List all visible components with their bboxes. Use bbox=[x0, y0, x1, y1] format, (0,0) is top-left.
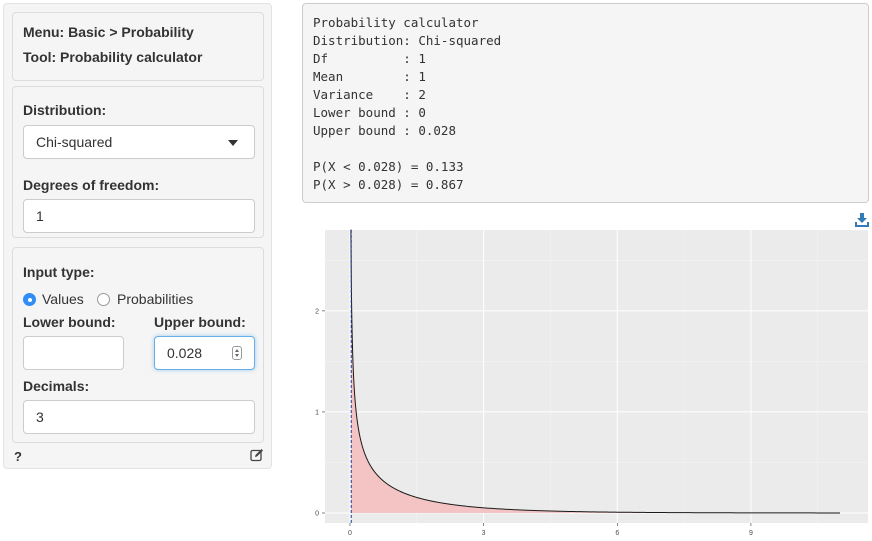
x-tick-label: 0 bbox=[348, 530, 352, 537]
plot-panel bbox=[325, 230, 868, 523]
density-curve bbox=[350, 229, 840, 514]
chevron-down-icon bbox=[228, 140, 238, 146]
lower-bound-label: Lower bound: bbox=[23, 314, 116, 330]
edit-icon[interactable] bbox=[250, 448, 264, 462]
output-line: P(X > 0.028) = 0.867 bbox=[313, 177, 464, 192]
output-line: Mean : 1 bbox=[313, 69, 426, 84]
x-tick-label: 9 bbox=[749, 530, 753, 537]
output-line: Variance : 2 bbox=[313, 87, 426, 102]
output-line: Probability calculator bbox=[313, 15, 479, 30]
input-type-label: Input type: bbox=[23, 264, 95, 280]
output-line: P(X < 0.028) = 0.133 bbox=[313, 159, 464, 174]
radio-probabilities[interactable] bbox=[97, 293, 110, 306]
output-line: Df : 1 bbox=[313, 51, 426, 66]
output-line bbox=[313, 140, 858, 158]
output-line: Upper bound : 0.028 bbox=[313, 123, 456, 138]
distribution-select[interactable]: Chi-squared bbox=[23, 125, 255, 159]
x-tick-label: 3 bbox=[482, 530, 486, 537]
x-tick-label: 6 bbox=[615, 530, 619, 537]
upper-bound-input[interactable]: 0.028 bbox=[154, 336, 255, 370]
lower-bound-input[interactable] bbox=[23, 336, 124, 370]
output-line: Distribution: Chi-squared bbox=[313, 33, 502, 48]
y-tick-label: 2 bbox=[315, 308, 319, 315]
help-button[interactable]: ? bbox=[14, 449, 22, 464]
decimals-label: Decimals: bbox=[23, 378, 90, 394]
y-tick-label: 1 bbox=[315, 409, 319, 416]
distribution-selected-value: Chi-squared bbox=[36, 134, 113, 150]
distribution-well: Distribution: Chi-squared Degrees of fre… bbox=[12, 86, 264, 238]
sidebar: Menu: Basic > Probability Tool: Probabil… bbox=[3, 3, 272, 469]
download-icon[interactable] bbox=[855, 213, 869, 227]
menu-path: Menu: Basic > Probability bbox=[23, 24, 194, 40]
decimals-value: 3 bbox=[36, 409, 44, 425]
number-spinner-icon[interactable] bbox=[232, 346, 242, 360]
radio-values-label[interactable]: Values bbox=[42, 291, 84, 307]
radio-values[interactable] bbox=[23, 293, 36, 306]
axis-ticks: 0 3 6 9 0 1 2 bbox=[315, 308, 753, 537]
y-tick-label: 0 bbox=[315, 511, 319, 518]
upper-bound-value: 0.028 bbox=[167, 345, 203, 361]
density-plot: 0 3 6 9 0 1 2 bbox=[315, 229, 868, 537]
df-label: Degrees of freedom: bbox=[23, 177, 160, 193]
decimals-input[interactable]: 3 bbox=[23, 400, 255, 434]
output-line: Lower bound : 0 bbox=[313, 105, 426, 120]
menu-well: Menu: Basic > Probability Tool: Probabil… bbox=[12, 12, 264, 81]
input-well: Input type: Values Probabilities Lower b… bbox=[12, 247, 264, 443]
upper-bound-label: Upper bound: bbox=[154, 314, 246, 330]
distribution-label: Distribution: bbox=[23, 102, 107, 118]
output-panel: Probability calculator Distribution: Chi… bbox=[302, 3, 869, 203]
df-value: 1 bbox=[36, 208, 44, 224]
radio-probabilities-label[interactable]: Probabilities bbox=[117, 291, 194, 307]
df-input[interactable]: 1 bbox=[23, 199, 255, 233]
tool-name: Tool: Probability calculator bbox=[23, 49, 203, 65]
